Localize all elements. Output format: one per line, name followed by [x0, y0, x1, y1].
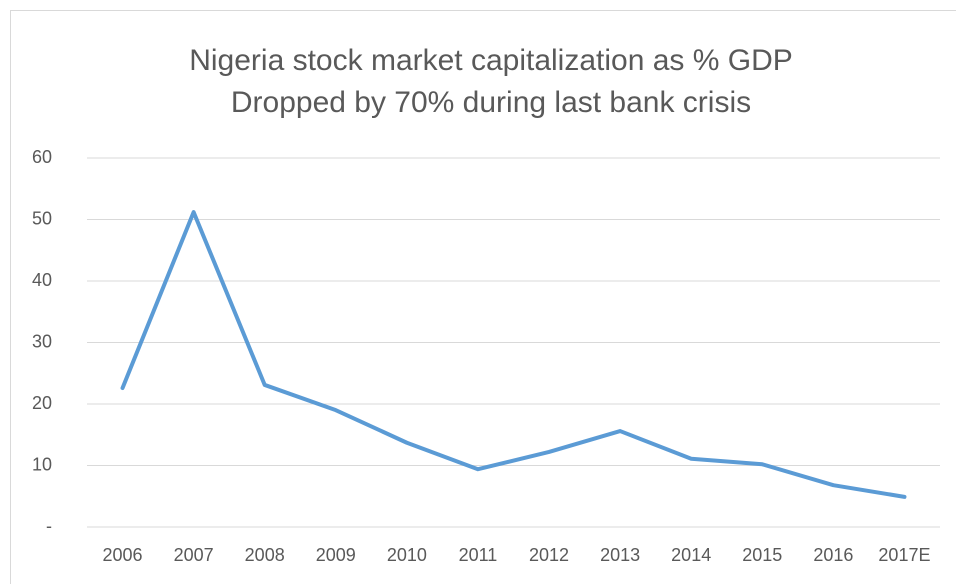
y-tick-label: 40: [32, 270, 52, 290]
y-tick-label: 10: [32, 454, 52, 474]
y-tick-label: 30: [32, 331, 52, 351]
y-tick-label: 50: [32, 208, 52, 228]
x-tick-label: 2006: [103, 545, 143, 565]
chart-border: [10, 10, 956, 584]
x-tick-label: 2008: [245, 545, 285, 565]
y-tick-label: -: [46, 516, 52, 536]
x-tick-label: 2011: [459, 545, 498, 565]
x-tick-label: 2015: [742, 545, 782, 565]
y-tick-label: 20: [32, 393, 52, 413]
x-tick-label: 2012: [529, 545, 569, 565]
x-tick-label: 2007: [174, 545, 214, 565]
x-tick-label: 2009: [316, 545, 356, 565]
data-line: [120, 210, 907, 499]
chart-subtitle: Dropped by 70% during last bank crisis: [231, 86, 751, 119]
x-tick-label: 2014: [671, 545, 711, 565]
x-tick-label: 2010: [387, 545, 427, 565]
x-tick-label: 2016: [813, 545, 853, 565]
x-tick-label: 2017E: [878, 545, 930, 565]
chart-title: Nigeria stock market capitalization as %…: [189, 44, 793, 77]
y-tick-label: 60: [32, 147, 52, 167]
x-tick-label: 2013: [600, 545, 640, 565]
